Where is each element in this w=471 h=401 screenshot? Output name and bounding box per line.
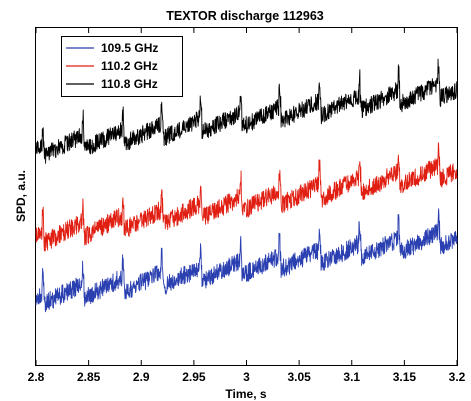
x-tick-label: 3 (243, 370, 250, 384)
series-line-110-2-ghz (35, 142, 458, 252)
x-tick-label: 3.2 (449, 370, 466, 384)
series-line-109-5-ghz (35, 208, 458, 313)
x-tick-label: 3.05 (287, 370, 311, 384)
y-axis-label: SPD, a.u. (14, 170, 28, 222)
x-tick-label: 3.15 (393, 370, 417, 384)
series-line-110-8-ghz (35, 58, 458, 164)
x-axis-label: Time, s (225, 387, 266, 401)
legend: 109.5 GHz 110.2 GHz 110.8 GHz (61, 36, 183, 97)
x-tick-label: 2.8 (28, 370, 45, 384)
legend-label: 110.8 GHz (101, 77, 158, 91)
x-tick-label: 3.1 (343, 370, 360, 384)
chart-title: TEXTOR discharge 112963 (166, 9, 324, 23)
x-tick-label: 2.85 (77, 370, 101, 384)
x-tick-label: 2.9 (133, 370, 150, 384)
x-axis-ticks: 2.8 2.85 2.9 2.95 3 3.05 3.1 3.15 3.2 (28, 28, 466, 384)
x-tick-label: 2.95 (182, 370, 206, 384)
series-layer (35, 58, 458, 313)
legend-label: 109.5 GHz (101, 41, 158, 55)
legend-label: 110.2 GHz (101, 59, 158, 73)
